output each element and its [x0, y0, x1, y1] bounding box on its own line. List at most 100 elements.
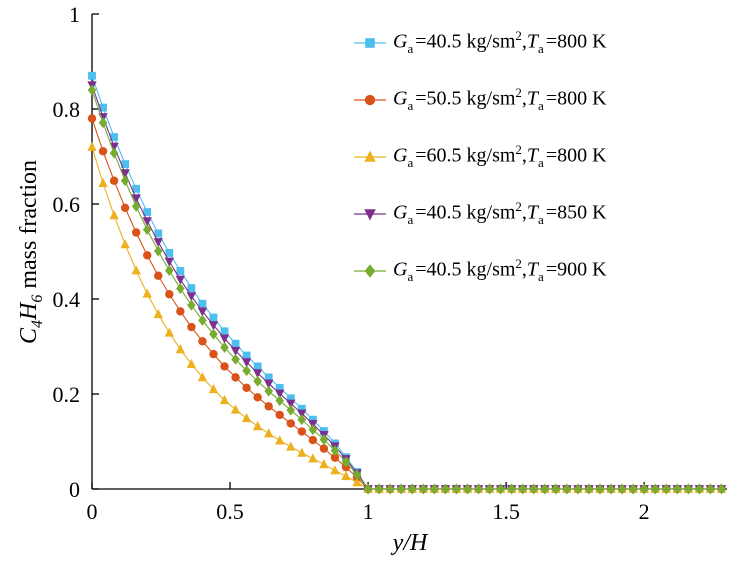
legend-item: Ga =50.5 kg/sm2,Ta =800 K: [352, 71, 607, 128]
triangle-up-marker-icon: [186, 358, 197, 368]
triangle-up-marker-icon: [352, 477, 362, 487]
diamond-marker-icon: [650, 483, 660, 495]
triangle-down-marker-icon: [230, 346, 241, 357]
diamond-marker-icon: [474, 483, 483, 495]
square-marker-icon: [242, 351, 251, 360]
x-tick-label: 1.5: [492, 499, 520, 524]
triangle-down-marker-icon: [186, 292, 197, 302]
square-marker-icon: [253, 362, 262, 371]
square-marker-icon: [308, 415, 317, 424]
diamond-marker-icon: [430, 483, 439, 495]
triangle-down-marker-icon: [109, 142, 119, 152]
triangle-up-marker-icon: [264, 428, 274, 438]
triangle-down-marker-icon: [241, 358, 252, 368]
square-marker-icon: [121, 160, 130, 168]
legend-marker-diamond-icon: [352, 261, 388, 281]
diamond-marker-icon: [684, 483, 693, 495]
series-line: [91, 89, 722, 490]
triangle-up-marker-icon: [341, 470, 351, 481]
diamond-marker-icon: [628, 483, 638, 495]
x-tick-label: 2: [639, 499, 650, 524]
square-marker-icon: [143, 208, 152, 216]
circle-marker-icon: [120, 203, 130, 213]
triangle-up-marker-icon: [252, 421, 263, 431]
triangle-down-marker-icon: [286, 399, 296, 409]
square-marker-icon: [154, 229, 163, 238]
circle-marker-icon: [198, 337, 207, 346]
diamond-marker-icon: [220, 341, 229, 353]
diamond-marker-icon: [661, 483, 671, 495]
circle-marker-icon: [286, 419, 295, 428]
square-marker-icon: [187, 284, 196, 292]
y-tick-label: 0.2: [53, 382, 81, 407]
diamond-marker-icon: [385, 483, 395, 495]
circle-marker-icon: [264, 402, 273, 411]
diamond-marker-icon: [695, 483, 704, 495]
diamond-marker-icon: [131, 200, 141, 212]
diamond-marker-icon: [275, 395, 285, 407]
diamond-marker-icon: [363, 483, 373, 495]
square-marker-icon: [209, 313, 218, 322]
diamond-marker-icon: [606, 483, 616, 495]
diamond-marker-icon: [242, 365, 251, 377]
diamond-marker-icon: [518, 483, 527, 495]
circle-marker-icon: [187, 322, 196, 332]
diamond-marker-icon: [573, 483, 583, 495]
legend: Ga =40.5 kg/sm2,Ta =800 K Ga =50.5 kg/sm2,T…: [352, 14, 607, 299]
triangle-down-marker-icon: [264, 379, 274, 389]
circle-marker-icon: [242, 383, 251, 393]
diamond-marker-icon: [198, 314, 207, 326]
square-marker-icon: [176, 267, 185, 275]
triangle-up-marker-icon: [120, 239, 130, 249]
diamond-marker-icon: [308, 424, 318, 436]
triangle-down-marker-icon: [275, 389, 285, 399]
circle-marker-icon: [319, 444, 329, 453]
diamond-marker-icon: [595, 483, 605, 495]
square-marker-icon: [99, 103, 107, 112]
legend-marker-square-icon: [352, 33, 388, 53]
x-tick-label: 0.5: [216, 499, 244, 524]
diamond-marker-icon: [109, 147, 119, 159]
triangle-up-marker-icon: [330, 465, 340, 475]
y-tick-label: 0: [69, 477, 80, 502]
square-marker-icon: [275, 383, 284, 392]
square-marker-icon: [264, 373, 273, 382]
diamond-marker-icon: [286, 404, 296, 416]
legend-marker-triangle-down-icon: [352, 204, 388, 224]
diamond-marker-icon: [187, 299, 196, 311]
y-tick-label: 0.6: [53, 192, 81, 217]
diamond-marker-icon: [352, 469, 362, 481]
triangle-down-marker-icon: [153, 238, 163, 248]
triangle-down-marker-icon: [164, 257, 174, 267]
triangle-up-marker-icon: [286, 441, 296, 451]
triangle-down-marker-icon: [131, 194, 141, 204]
diamond-marker-icon: [551, 483, 561, 495]
diamond-marker-icon: [717, 483, 726, 495]
circle-marker-icon: [176, 307, 185, 316]
y-tick-label: 0.8: [53, 97, 81, 122]
triangle-up-marker-icon: [98, 177, 108, 187]
triangle-down-marker-icon: [175, 275, 186, 285]
triangle-up-marker-icon: [87, 141, 97, 151]
square-marker-icon: [88, 71, 96, 80]
circle-marker-icon: [165, 290, 174, 299]
diamond-marker-icon: [297, 414, 307, 426]
diamond-marker-icon: [452, 483, 461, 495]
diamond-marker-icon: [617, 483, 627, 495]
y-tick-label: 0.4: [53, 287, 81, 312]
circle-marker-icon: [98, 147, 108, 156]
diamond-marker-icon: [165, 265, 174, 276]
square-marker-icon: [286, 394, 295, 403]
triangle-up-marker-icon: [308, 453, 318, 463]
square-marker-icon: [132, 184, 141, 193]
circle-marker-icon: [231, 373, 240, 382]
triangle-up-marker-icon: [131, 265, 141, 275]
legend-marker-circle-icon: [352, 90, 388, 110]
square-marker-icon: [198, 299, 207, 308]
triangle-down-marker-icon: [208, 321, 219, 331]
diamond-marker-icon: [529, 483, 539, 495]
legend-label: Ga =40.5 kg/sm2,Ta =850 K: [393, 199, 607, 227]
square-marker-icon: [297, 404, 306, 413]
